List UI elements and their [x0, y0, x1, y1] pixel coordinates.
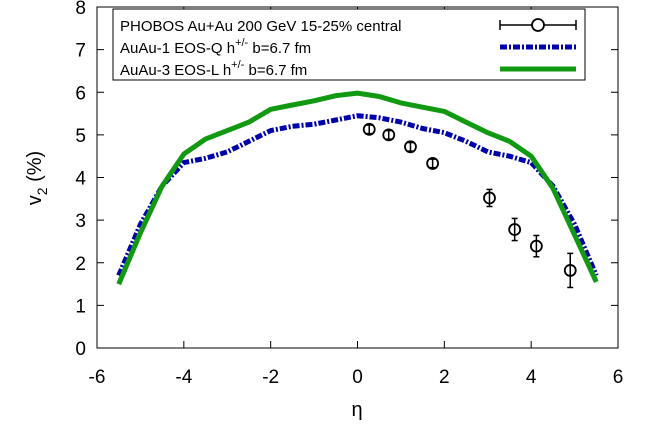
x-axis-label: η [351, 399, 362, 421]
y-tick-label-1: 1 [75, 296, 86, 317]
legend-label-eosl-a: AuAu-3 EOS-L h [120, 62, 231, 79]
plot-marks [116, 90, 599, 289]
legend-label-eosq: AuAu-1 EOS-Q h+/- b=6.7 fm [120, 37, 311, 57]
data-point-phobos-5 [508, 217, 522, 242]
legend-label-eosl: AuAu-3 EOS-L h+/- b=6.7 fm [120, 59, 307, 79]
y-tick-label-5: 5 [75, 126, 86, 147]
legend-label-phobos: PHOBOS Au+Au 200 GeV 15-25% central [120, 18, 401, 35]
series-line-eosl [116, 90, 599, 286]
legend-label-eosl-sup: +/- [231, 59, 244, 71]
axis-tick-labels: -6 -4 -2 0 2 4 6 0 1 2 3 4 5 6 7 8 [75, 0, 623, 388]
series-line-eosq [116, 113, 599, 277]
data-point-phobos-3 [426, 157, 440, 170]
y-tick-label-8: 8 [75, 0, 86, 19]
x-tick-label-1: -4 [175, 367, 192, 388]
data-point-phobos-4 [483, 188, 496, 208]
y-tick-label-6: 6 [75, 83, 86, 104]
x-tick-label-4: 2 [439, 367, 450, 388]
legend-label-eosq-a: AuAu-1 EOS-Q h [120, 40, 235, 57]
x-tick-label-3: 0 [352, 367, 363, 388]
x-tick-label-6: 6 [613, 367, 624, 388]
y-tick-label-2: 2 [75, 254, 86, 275]
y-axis-label-main: v [24, 195, 46, 205]
x-tick-label-0: -6 [89, 367, 106, 388]
y-tick-label-7: 7 [75, 41, 86, 62]
x-tick-label-2: -2 [262, 367, 279, 388]
data-point-phobos-0 [362, 122, 376, 136]
y-tick-label-0: 0 [75, 339, 86, 360]
y-axis-label-sub: 2 [34, 187, 50, 195]
y-tick-label-3: 3 [75, 211, 86, 232]
data-point-phobos-2 [404, 140, 417, 154]
legend-sample-phobos [499, 18, 577, 32]
legend-label-eosl-b: b=6.7 fm [244, 62, 307, 79]
legend-label-eosq-sup: +/- [235, 37, 248, 49]
x-tick-label-5: 4 [526, 367, 537, 388]
legend: PHOBOS Au+Au 200 GeV 15-25% central AuAu… [112, 8, 586, 81]
data-point-phobos-6 [529, 234, 543, 258]
data-point-phobos-7 [563, 252, 577, 289]
y-axis-label-tail: (%) [24, 151, 46, 188]
data-point-phobos-1 [382, 128, 396, 142]
y-axis-label: v2 (%) [24, 151, 50, 205]
legend-label-eosq-b: b=6.7 fm [248, 40, 311, 57]
y-tick-label-4: 4 [75, 169, 86, 190]
axis-ticks [96, 6, 619, 349]
